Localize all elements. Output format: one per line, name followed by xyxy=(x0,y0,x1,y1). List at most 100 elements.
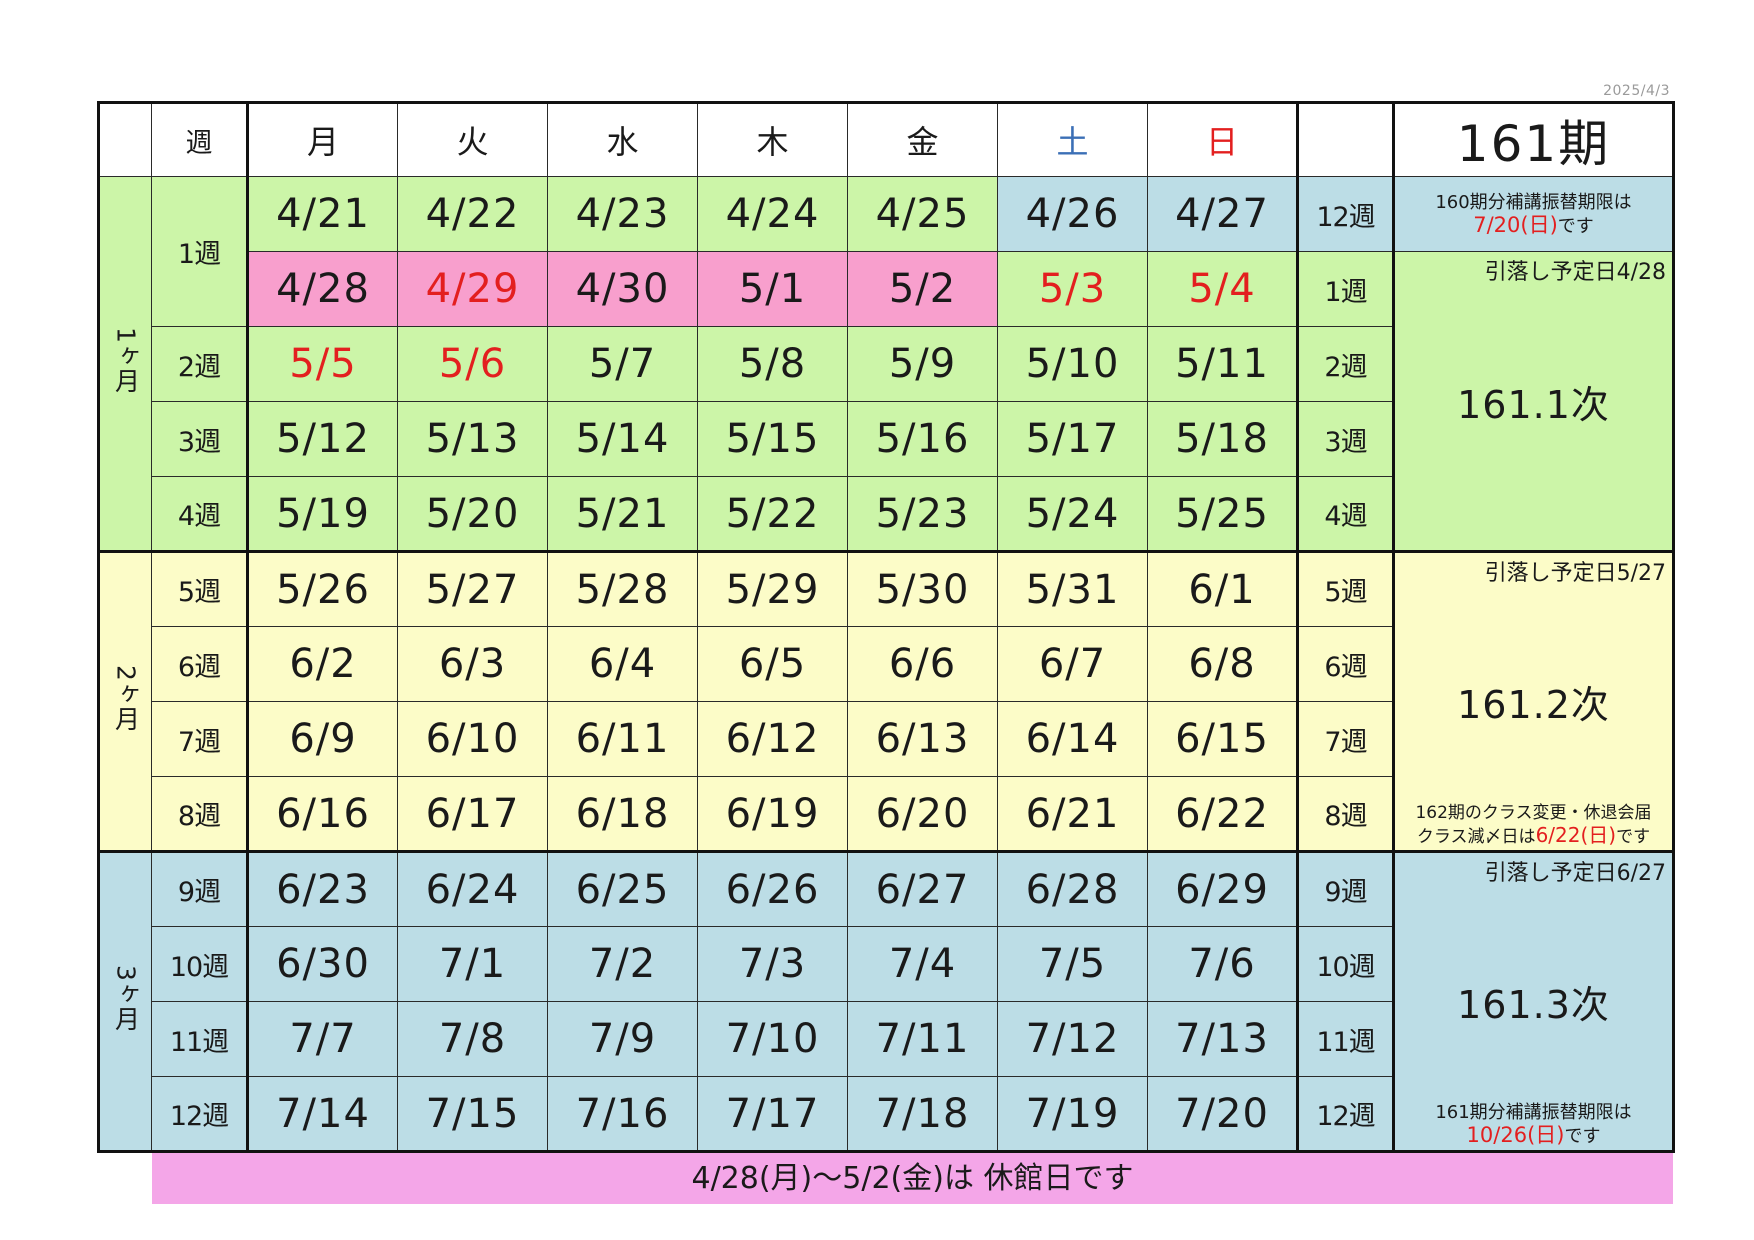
note-160-suffix: です xyxy=(1557,215,1594,237)
week-label-right: 12週 xyxy=(1296,1076,1394,1153)
week-label-left: 8週 xyxy=(151,776,249,853)
date-cell-closed-holiday: 4/29 xyxy=(397,251,548,327)
date-cell: 5/22 xyxy=(697,476,848,553)
date-cell: 6/27 xyxy=(847,851,998,927)
date-cell: 5/20 xyxy=(397,476,548,553)
date-cell: 5/26 xyxy=(247,551,398,627)
note-161-suffix: です xyxy=(1564,1126,1601,1147)
table-row: 8週 6/16 6/17 6/18 6/19 6/20 6/21 6/22 8週 xyxy=(99,776,1674,853)
date-cell: 5/19 xyxy=(247,476,398,553)
note-160-line2: 7/20(日)です xyxy=(1397,213,1671,238)
date-cell: 6/26 xyxy=(697,851,848,927)
date-cell: 6/19 xyxy=(697,776,848,853)
date-cell-closed: 5/2 xyxy=(847,251,998,327)
date-cell: 5/9 xyxy=(847,326,998,402)
date-cell: 6/6 xyxy=(847,626,998,702)
week-label-left: 4週 xyxy=(151,476,249,553)
date-cell: 6/1 xyxy=(1147,551,1298,627)
installment-label-1: 161.1次 xyxy=(1457,382,1610,427)
date-cell: 6/10 xyxy=(397,701,548,777)
date-cell: 5/14 xyxy=(547,401,698,477)
debit-date-1: 引落し予定日4/28 xyxy=(1484,260,1666,285)
date-cell: 6/8 xyxy=(1147,626,1298,702)
class-change-suffix: です xyxy=(1616,827,1651,847)
table-row: 4/28 4/29 4/30 5/1 5/2 5/3 5/4 1週 引落し予定日… xyxy=(99,251,1675,553)
week-label-right: 1週 xyxy=(1296,251,1394,327)
date-cell: 5/30 xyxy=(847,551,998,627)
date-cell: 6/17 xyxy=(397,776,548,853)
date-cell: 5/11 xyxy=(1147,326,1298,402)
date-cell: 6/9 xyxy=(247,701,398,777)
date-cell: 4/27 xyxy=(1147,176,1298,252)
date-cell: 7/9 xyxy=(547,1001,698,1077)
date-cell: 6/22 xyxy=(1147,776,1298,853)
date-cell: 7/20 xyxy=(1147,1076,1298,1153)
month-3-text: 3ヶ月 xyxy=(111,964,141,1031)
month-2-text: 2ヶ月 xyxy=(111,664,141,731)
month-1-text: 1ヶ月 xyxy=(111,326,141,393)
week-label-left: 2週 xyxy=(151,326,249,402)
date-cell-closed: 4/30 xyxy=(547,251,698,327)
week-header-right xyxy=(1296,101,1394,177)
installment-block-3: 引落し予定日6/27 161.3次 161期分補講振替期限は 10/26(日)で… xyxy=(1392,851,1675,1153)
date-cell: 6/3 xyxy=(397,626,548,702)
date-cell: 5/16 xyxy=(847,401,998,477)
week-label-right: 11週 xyxy=(1296,1001,1394,1077)
table-row: 3ヶ月 9週 6/23 6/24 6/25 6/26 6/27 6/28 6/2… xyxy=(97,851,1675,1153)
date-cell: 5/8 xyxy=(697,326,848,402)
week-label-left: 6週 xyxy=(151,626,249,702)
note-160-line1: 160期分補講振替期限は xyxy=(1435,191,1632,213)
date-cell: 6/2 xyxy=(247,626,398,702)
date-cell: 6/4 xyxy=(547,626,698,702)
week-label-left: 5週 xyxy=(151,551,249,627)
date-cell: 4/22 xyxy=(397,176,548,252)
date-cell: 6/12 xyxy=(697,701,848,777)
table-row: 2週 5/5 5/6 5/7 5/8 5/9 5/10 5/11 2週 xyxy=(99,326,1674,402)
week-label-right: 8週 xyxy=(1296,776,1394,853)
date-cell: 7/10 xyxy=(697,1001,848,1077)
table-row: 6週 6/2 6/3 6/4 6/5 6/6 6/7 6/8 6週 xyxy=(99,626,1674,702)
date-cell: 7/11 xyxy=(847,1001,998,1077)
date-cell-holiday: 5/4 xyxy=(1147,251,1298,327)
date-cell: 4/26 xyxy=(997,176,1148,252)
date-cell: 6/23 xyxy=(247,851,398,927)
week-label-right: 5週 xyxy=(1296,551,1394,627)
class-change-note-line2: クラス減〆日は6/22(日)です xyxy=(1397,824,1671,848)
installment-label-3: 161.3次 xyxy=(1457,983,1610,1027)
date-cell: 7/16 xyxy=(547,1076,698,1153)
date-cell: 5/27 xyxy=(397,551,548,627)
day-header-mon: 月 xyxy=(247,101,398,177)
date-cell: 7/18 xyxy=(847,1076,998,1153)
corner-cell xyxy=(97,101,152,177)
installment-label-2: 161.2次 xyxy=(1457,683,1610,727)
closure-banner: 4/28(月)～5/2(金)は 休館日です xyxy=(152,1153,1673,1204)
installment-block-2: 引落し予定日5/27 161.2次 162期のクラス変更・休退会届 クラス減〆日… xyxy=(1392,551,1675,853)
date-cell: 4/23 xyxy=(547,176,698,252)
date-cell-closed: 4/28 xyxy=(247,251,398,327)
day-header-thu: 木 xyxy=(697,101,848,177)
week-header: 週 xyxy=(151,101,249,177)
date-cell: 5/23 xyxy=(847,476,998,553)
date-cell: 4/24 xyxy=(697,176,848,252)
day-header-fri: 金 xyxy=(847,101,998,177)
date-cell: 6/14 xyxy=(997,701,1148,777)
month-label-1: 1ヶ月 xyxy=(97,176,152,553)
date-cell: 5/18 xyxy=(1147,401,1298,477)
date-cell: 5/12 xyxy=(247,401,398,477)
date-cell: 7/2 xyxy=(547,926,698,1002)
table-row: 4週 5/19 5/20 5/21 5/22 5/23 5/24 5/25 4週 xyxy=(99,476,1674,553)
term-title: 161期 xyxy=(1392,101,1675,177)
date-cell: 7/15 xyxy=(397,1076,548,1153)
week-label-left: 11週 xyxy=(151,1001,249,1077)
note-161-line2: 10/26(日)です xyxy=(1397,1124,1671,1148)
date-cell: 7/6 xyxy=(1147,926,1298,1002)
date-cell: 6/11 xyxy=(547,701,698,777)
week-label-left: 12週 xyxy=(151,1076,249,1153)
date-cell: 4/25 xyxy=(847,176,998,252)
table-row: 7週 6/9 6/10 6/11 6/12 6/13 6/14 6/15 7週 xyxy=(99,701,1674,777)
date-cell: 6/7 xyxy=(997,626,1148,702)
date-cell-closed: 5/1 xyxy=(697,251,848,327)
table-row: 3週 5/12 5/13 5/14 5/15 5/16 5/17 5/18 3週 xyxy=(99,401,1674,477)
date-cell: 6/15 xyxy=(1147,701,1298,777)
date-cell: 7/3 xyxy=(697,926,848,1002)
